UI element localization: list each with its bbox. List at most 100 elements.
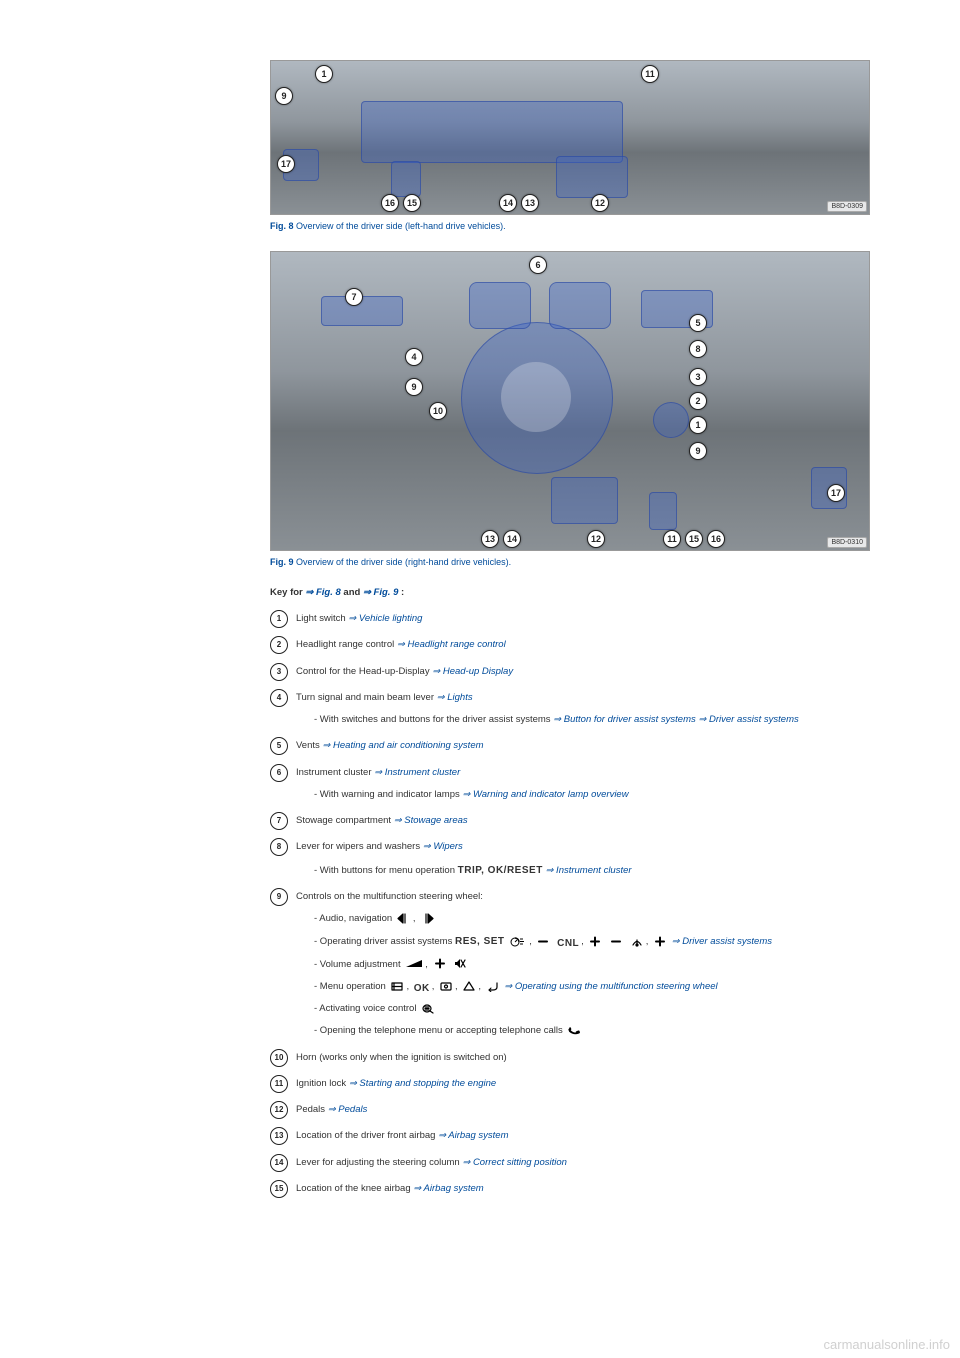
cross-reference-link[interactable]: ⇒ Starting and stopping the engine [349, 1078, 496, 1089]
figure-8: 1911171615141312 B8D-0309 [270, 60, 870, 215]
key-header: Key for ⇒ Fig. 8 and ⇒ Fig. 9 : [270, 587, 890, 598]
key-item-sub-text: - With buttons for menu operation [314, 865, 458, 876]
cross-reference-link[interactable]: ⇒ Head-up Display [432, 666, 513, 677]
key-item-8: 8Lever for wipers and washers ⇒ Wipers- … [294, 840, 890, 878]
plus3-icon [433, 958, 447, 969]
fig9-gauge-left [469, 282, 531, 329]
plus2-icon [653, 936, 667, 947]
callout-10: 10 [429, 402, 447, 420]
key-item-text: Lever for wipers and washers [296, 841, 423, 852]
key-item-7: 7Stowage compartment ⇒ Stowage areas [294, 814, 890, 828]
cross-reference-link[interactable]: ⇒ Operating using the multifunction stee… [502, 981, 718, 992]
key-item-12: 12Pedals ⇒ Pedals [294, 1103, 890, 1117]
key-item-2: 2Headlight range control ⇒ Headlight ran… [294, 638, 890, 652]
cross-reference-link[interactable]: ⇒ Driver assist systems [696, 714, 799, 725]
key-item-sub-text: - Volume adjustment [314, 959, 403, 970]
fig8-overlay [391, 161, 421, 197]
cross-reference-link[interactable]: ⇒ Headlight range control [397, 639, 506, 650]
callout-4: 4 [405, 348, 423, 366]
key-item-sub-text: - Opening the telephone menu or acceptin… [314, 1025, 565, 1036]
callout-16: 16 [381, 194, 399, 212]
figure-8-caption-label: Fig. 8 [270, 221, 294, 231]
view-icon [439, 981, 453, 992]
cross-reference-link[interactable]: ⇒ Instrument cluster [374, 767, 460, 778]
figure-8-caption-text: Overview of the driver side (left-hand d… [294, 221, 506, 231]
fig9-wheel-center [501, 362, 571, 432]
figure-9-caption-label: Fig. 9 [270, 557, 294, 567]
cnl-icon: CNL [557, 936, 579, 947]
fig8-overlay [361, 101, 623, 163]
key-item-number: 10 [270, 1049, 288, 1067]
key-item-sub: - Volume adjustment , [296, 958, 890, 972]
key-item-text: Lever for adjusting the steering column [296, 1157, 462, 1168]
radar-icon [630, 936, 644, 947]
key-header-fig9-link[interactable]: ⇒ Fig. 9 [363, 587, 401, 598]
callout-7: 7 [345, 288, 363, 306]
cross-reference-link[interactable]: ⇒ Pedals [328, 1104, 368, 1115]
key-header-fig8-link[interactable]: ⇒ Fig. 8 [305, 587, 343, 598]
callout-2: 2 [689, 392, 707, 410]
callout-13: 13 [481, 530, 499, 548]
cross-reference-link[interactable]: ⇒ Airbag system [413, 1183, 483, 1194]
back-icon [486, 981, 500, 992]
plus-icon [588, 936, 602, 947]
callout-12: 12 [587, 530, 605, 548]
cross-reference-link[interactable]: ⇒ Warning and indicator lamp overview [462, 789, 628, 800]
key-item-number: 8 [270, 838, 288, 856]
callout-11: 11 [663, 530, 681, 548]
fig9-light-switch [653, 402, 689, 438]
cross-reference-link[interactable]: ⇒ Airbag system [438, 1130, 508, 1141]
key-item-3: 3Control for the Head-up-Display ⇒ Head-… [294, 665, 890, 679]
callout-1: 1 [315, 65, 333, 83]
key-item-number: 12 [270, 1101, 288, 1119]
minus-icon [536, 936, 550, 947]
cross-reference-link[interactable]: ⇒ Vehicle lighting [348, 613, 422, 624]
key-item-sub: - With buttons for menu operation TRIP, … [296, 863, 890, 878]
key-item-text: Control for the Head-up-Display [296, 666, 432, 677]
figure-9: 67584321991017131412111516 B8D-0310 [270, 251, 870, 551]
cross-reference-link[interactable]: ⇒ Wipers [423, 841, 463, 852]
cross-reference-link[interactable]: ⇒ Stowage areas [394, 815, 468, 826]
callout-9: 9 [689, 442, 707, 460]
callout-14: 14 [503, 530, 521, 548]
callout-1: 1 [689, 416, 707, 434]
cross-reference-link[interactable]: ⇒ Driver assist systems [669, 936, 772, 947]
key-list: 1Light switch ⇒ Vehicle lighting2Headlig… [270, 612, 890, 1196]
key-item-9: 9Controls on the multifunction steering … [294, 890, 890, 1039]
key-item-15: 15Location of the knee airbag ⇒ Airbag s… [294, 1182, 890, 1196]
key-item-number: 13 [270, 1127, 288, 1145]
key-item-number: 15 [270, 1180, 288, 1198]
cross-reference-link[interactable]: ⇒ Instrument cluster [545, 865, 631, 876]
key-item-text: Vents [296, 740, 322, 751]
key-item-sub: - Audio, navigation , [296, 912, 890, 926]
cross-reference-link[interactable]: ⇒ Button for driver assist systems [553, 714, 696, 725]
ok-icon: OK [414, 981, 430, 992]
key-item-sub: - With switches and buttons for the driv… [296, 713, 890, 727]
key-item-sub-text: - Menu operation [314, 981, 388, 992]
vol-icon [405, 958, 423, 969]
tri-icon [462, 981, 476, 992]
minus2-icon [609, 936, 623, 947]
key-item-sub-text: - Audio, navigation [314, 913, 395, 924]
key-item-11: 11Ignition lock ⇒ Starting and stopping … [294, 1077, 890, 1091]
callout-11: 11 [641, 65, 659, 83]
key-item-sub: - Menu operation , OK, , , ⇒ Operating u… [296, 980, 890, 994]
key-item-number: 5 [270, 737, 288, 755]
figure-8-caption: Fig. 8 Overview of the driver side (left… [270, 221, 890, 231]
cross-reference-link[interactable]: ⇒ Lights [437, 692, 473, 703]
mute-icon [453, 958, 467, 969]
cross-reference-link[interactable]: ⇒ Correct sitting position [462, 1157, 567, 1168]
cross-reference-link[interactable]: ⇒ Heating and air conditioning system [322, 740, 483, 751]
callout-12: 12 [591, 194, 609, 212]
key-item-text: Pedals [296, 1104, 328, 1115]
key-item-4: 4Turn signal and main beam lever ⇒ Light… [294, 691, 890, 728]
button-label-icon: TRIP, OK/RESET [458, 865, 543, 876]
key-header-prefix: Key for [270, 587, 305, 598]
callout-9: 9 [405, 378, 423, 396]
key-item-sub: - Operating driver assist systems RES, S… [296, 934, 890, 949]
fig9-gauge-right [549, 282, 611, 329]
key-item-text: Turn signal and main beam lever [296, 692, 437, 703]
key-item-text: Controls on the multifunction steering w… [296, 891, 483, 902]
key-item-number: 11 [270, 1075, 288, 1093]
key-item-6: 6Instrument cluster ⇒ Instrument cluster… [294, 766, 890, 803]
